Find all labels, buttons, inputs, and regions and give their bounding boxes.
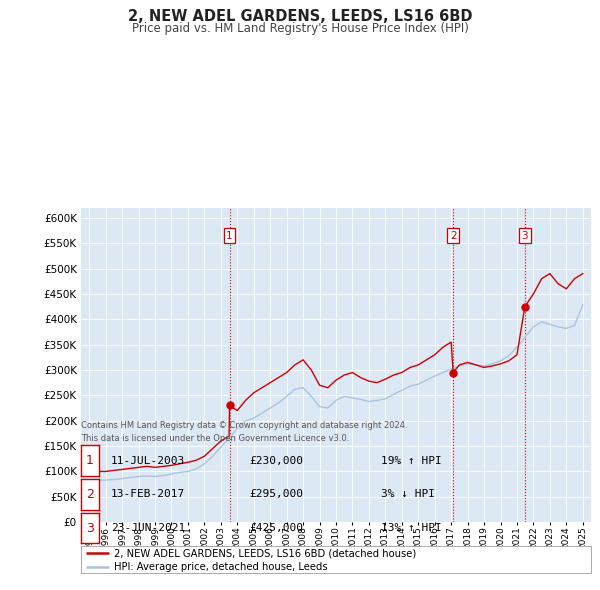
Text: 2: 2	[450, 231, 457, 241]
Text: 3: 3	[521, 231, 528, 241]
Text: Contains HM Land Registry data © Crown copyright and database right 2024.: Contains HM Land Registry data © Crown c…	[81, 421, 407, 430]
Text: 2: 2	[86, 488, 94, 501]
Text: 23-JUN-2021: 23-JUN-2021	[111, 523, 185, 533]
Text: 1: 1	[226, 231, 233, 241]
Text: 13-FEB-2017: 13-FEB-2017	[111, 490, 185, 499]
Text: £230,000: £230,000	[249, 456, 303, 466]
Text: 2, NEW ADEL GARDENS, LEEDS, LS16 6BD (detached house): 2, NEW ADEL GARDENS, LEEDS, LS16 6BD (de…	[114, 548, 416, 558]
Text: 3% ↓ HPI: 3% ↓ HPI	[381, 490, 435, 499]
Text: 13% ↑ HPI: 13% ↑ HPI	[381, 523, 442, 533]
Text: 19% ↑ HPI: 19% ↑ HPI	[381, 456, 442, 466]
Text: 3: 3	[86, 522, 94, 535]
Text: £425,000: £425,000	[249, 523, 303, 533]
Text: 11-JUL-2003: 11-JUL-2003	[111, 456, 185, 466]
Text: 1: 1	[86, 454, 94, 467]
Text: £295,000: £295,000	[249, 490, 303, 499]
Text: This data is licensed under the Open Government Licence v3.0.: This data is licensed under the Open Gov…	[81, 434, 349, 443]
Text: HPI: Average price, detached house, Leeds: HPI: Average price, detached house, Leed…	[114, 562, 328, 572]
Text: 2, NEW ADEL GARDENS, LEEDS, LS16 6BD: 2, NEW ADEL GARDENS, LEEDS, LS16 6BD	[128, 9, 472, 24]
Text: Price paid vs. HM Land Registry's House Price Index (HPI): Price paid vs. HM Land Registry's House …	[131, 22, 469, 35]
